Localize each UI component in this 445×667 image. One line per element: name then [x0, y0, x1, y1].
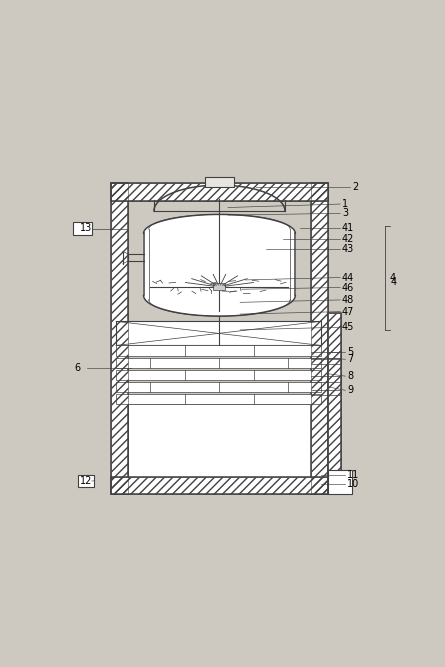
- Text: 45: 45: [342, 322, 354, 332]
- Bar: [111, 183, 128, 494]
- Bar: [214, 283, 226, 290]
- Bar: [116, 346, 321, 356]
- Bar: [328, 470, 352, 494]
- Bar: [111, 183, 328, 201]
- Text: 2: 2: [352, 182, 359, 192]
- Bar: [116, 382, 321, 392]
- Text: 13: 13: [80, 223, 92, 233]
- Bar: [78, 475, 94, 487]
- Bar: [116, 370, 321, 380]
- Bar: [73, 222, 92, 235]
- Text: 3: 3: [342, 208, 348, 218]
- Text: 8: 8: [347, 371, 353, 381]
- Bar: [111, 183, 128, 494]
- Text: 4: 4: [389, 273, 396, 283]
- Text: 41: 41: [342, 223, 354, 233]
- Text: 10: 10: [347, 479, 359, 489]
- Text: 5: 5: [347, 348, 353, 358]
- Bar: [205, 177, 234, 187]
- Text: 12: 12: [80, 476, 92, 486]
- Text: 9: 9: [347, 386, 353, 396]
- Bar: [116, 321, 321, 346]
- Bar: [111, 476, 328, 494]
- Text: 43: 43: [342, 244, 354, 254]
- Text: 6: 6: [75, 363, 81, 373]
- Text: 11: 11: [347, 470, 359, 480]
- Text: 46: 46: [342, 283, 354, 293]
- Text: 4: 4: [390, 277, 396, 287]
- Bar: [311, 183, 328, 494]
- Bar: [116, 358, 321, 368]
- Bar: [128, 404, 311, 476]
- Polygon shape: [144, 214, 295, 316]
- Text: 48: 48: [342, 295, 354, 305]
- Bar: [328, 313, 341, 494]
- Text: 44: 44: [342, 273, 354, 283]
- Bar: [328, 313, 341, 494]
- Text: 7: 7: [347, 354, 353, 364]
- Text: 47: 47: [342, 307, 354, 317]
- Bar: [116, 394, 321, 404]
- Bar: [111, 183, 328, 201]
- Text: 42: 42: [342, 233, 354, 243]
- Bar: [111, 476, 328, 494]
- Text: 1: 1: [342, 199, 348, 209]
- Bar: [311, 183, 328, 494]
